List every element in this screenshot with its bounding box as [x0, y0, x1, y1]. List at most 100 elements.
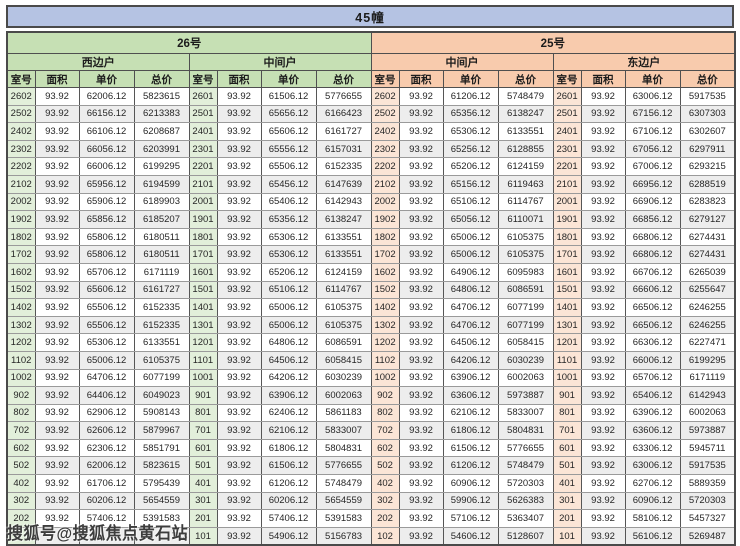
cell-room: 1101	[552, 350, 582, 370]
cell-unit-price: 62706.12	[624, 474, 681, 493]
cell-area: 93.92	[398, 403, 444, 423]
cell-total-price: 6147639	[315, 174, 372, 194]
cell-unit-price: 64506.12	[442, 333, 499, 352]
cell-room: 2102	[6, 174, 36, 194]
cell-room: 1002	[6, 368, 36, 388]
column-header: 总价	[133, 70, 190, 88]
cell-total-price: 6161727	[315, 122, 372, 141]
cell-area: 93.92	[580, 262, 626, 282]
cell-room: 2002	[370, 192, 400, 212]
cell-area: 93.92	[398, 192, 444, 212]
cell-area: 93.92	[398, 438, 444, 458]
cell-total-price: 6246255	[679, 315, 736, 335]
cell-room: 2601	[552, 87, 582, 106]
cell-unit-price: 65056.12	[442, 210, 499, 229]
cell-unit-price	[78, 526, 135, 546]
cell-area: 93.92	[398, 139, 444, 159]
cell-room: 1902	[370, 210, 400, 229]
table-row: 2102 93.92 65956.12 6194599 2101 93.92 65456.1…	[6, 174, 736, 194]
cell-total-price: 5626383	[497, 491, 554, 511]
cell-unit-price: 65456.12	[260, 174, 317, 194]
cell-area: 93.92	[216, 280, 262, 300]
cell-room: 1702	[6, 245, 36, 264]
cell-total-price: 6077199	[497, 298, 554, 317]
watermark-text: 搜狐号@搜狐焦点黄石站	[7, 525, 189, 544]
cell-area: 93.92	[398, 350, 444, 370]
cell-area: 93.92	[34, 368, 80, 388]
cell-room: 1602	[370, 262, 400, 282]
cell-area: 93.92	[216, 192, 262, 212]
cell-room: 1601	[188, 262, 218, 282]
cell-area: 93.92	[398, 262, 444, 282]
cell-area: 93.92	[580, 122, 626, 141]
cell-room: 402	[370, 474, 400, 493]
cell-unit-price: 65806.12	[78, 227, 135, 247]
cell-total-price: 6152335	[133, 315, 190, 335]
cell-total-price: 6105375	[315, 315, 372, 335]
cell-total-price: 6213383	[133, 104, 190, 124]
cell-unit-price: 65206.12	[260, 262, 317, 282]
column-header: 总价	[497, 70, 554, 88]
cell-unit-price: 64706.12	[78, 368, 135, 388]
cell-unit-price: 63306.12	[624, 438, 681, 458]
cell-area: 93.92	[34, 438, 80, 458]
cell-total-price: 6227471	[679, 333, 736, 352]
cell-area: 93.92	[580, 526, 626, 546]
cell-area: 93.92	[34, 174, 80, 194]
cell-total-price: 6157031	[315, 139, 372, 159]
cell-room: 1601	[552, 262, 582, 282]
cell-room: 1402	[6, 298, 36, 317]
unit-header-row: 26号 25号	[6, 31, 736, 54]
column-header: 面积	[580, 70, 626, 88]
cell-room: 201	[188, 509, 218, 528]
cell-room: 1502	[370, 280, 400, 300]
stack-header-east: 东边户	[552, 53, 736, 71]
cell-room: 1201	[552, 333, 582, 352]
table-row: 1402 93.92 65506.12 6152335 1401 93.92 65006.1…	[6, 298, 736, 317]
cell-total-price: 5776655	[315, 87, 372, 106]
cell-unit-price: 56106.12	[624, 526, 681, 546]
cell-area: 93.92	[580, 139, 626, 159]
cell-area: 93.92	[34, 350, 80, 370]
cell-total-price: 5804831	[497, 421, 554, 440]
cell-room: 1602	[6, 262, 36, 282]
cell-unit-price: 64806.12	[442, 280, 499, 300]
cell-unit-price: 63906.12	[624, 403, 681, 423]
cell-area: 93.92	[34, 104, 80, 124]
cell-room: 1101	[188, 350, 218, 370]
cell-room: 1501	[188, 280, 218, 300]
cell-area: 93.92	[216, 139, 262, 159]
cell-total-price: 6288519	[679, 174, 736, 194]
cell-total-price: 6307303	[679, 104, 736, 124]
cell-area: 93.92	[398, 456, 444, 476]
cell-unit-price: 60906.12	[624, 491, 681, 511]
cell-unit-price: 65406.12	[624, 386, 681, 405]
cell-area: 93.92	[34, 333, 80, 352]
cell-total-price: 6002063	[679, 403, 736, 423]
cell-room: 502	[6, 456, 36, 476]
cell-total-price: 5804831	[315, 438, 372, 458]
cell-area: 93.92	[34, 491, 80, 511]
cell-total-price: 5720303	[497, 474, 554, 493]
cell-unit-price: 66906.12	[624, 192, 681, 212]
cell-room: 1801	[188, 227, 218, 247]
cell-area: 93.92	[580, 386, 626, 405]
cell-total-price: 6152335	[315, 157, 372, 176]
cell-area: 93.92	[580, 421, 626, 440]
cell-room: 1102	[6, 350, 36, 370]
cell-unit-price: 62306.12	[78, 438, 135, 458]
cell-room: 1802	[370, 227, 400, 247]
cell-total-price: 5908143	[133, 403, 190, 423]
cell-room: 2001	[188, 192, 218, 212]
cell-total-price: 5823615	[133, 87, 190, 106]
cell-unit-price: 65306.12	[260, 245, 317, 264]
cell-unit-price: 65706.12	[624, 368, 681, 388]
cell-unit-price: 62006.12	[78, 87, 135, 106]
cell-total-price: 6105375	[497, 245, 554, 264]
cell-total-price: 6124159	[315, 262, 372, 282]
table-row: 2202 93.92 66006.12 6199295 2201 93.92 65506.1…	[6, 157, 736, 176]
cell-room: 1302	[6, 315, 36, 335]
table-row: 502 93.92 62006.12 5823615 501 93.92 61506.12 5…	[6, 456, 736, 476]
cell-area: 93.92	[398, 509, 444, 528]
cell-area: 93.92	[398, 526, 444, 546]
